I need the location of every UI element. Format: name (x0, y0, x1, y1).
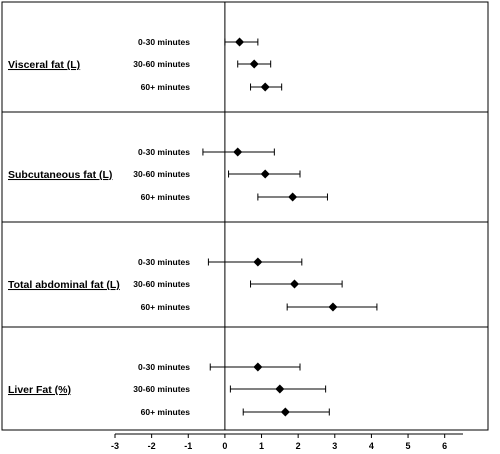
row-label: 30-60 minutes (133, 279, 190, 289)
x-tick-label: 2 (296, 441, 301, 451)
group-label: Visceral fat (L) (8, 59, 80, 71)
point-estimate-marker (288, 192, 298, 202)
point-estimate-marker (260, 82, 270, 92)
group-panel (1, 1, 489, 113)
point-estimate-marker (275, 384, 285, 394)
x-tick-label: 0 (222, 441, 227, 451)
point-estimate-marker (249, 59, 259, 69)
x-tick-label: 4 (369, 441, 374, 451)
group-panel (1, 221, 489, 328)
row-label: 60+ minutes (141, 302, 191, 312)
group-label: Liver Fat (%) (8, 384, 71, 396)
row-label: 0-30 minutes (138, 37, 190, 47)
point-estimate-marker (328, 302, 338, 312)
row-label: 60+ minutes (141, 82, 191, 92)
point-estimate-marker (289, 279, 299, 289)
point-estimate-marker (233, 147, 243, 157)
x-tick-label: -3 (111, 441, 119, 451)
x-tick-label: 1 (259, 441, 264, 451)
group-panel (1, 111, 489, 223)
x-tick-label: -2 (148, 441, 156, 451)
x-tick-label: -1 (184, 441, 192, 451)
group-label: Subcutaneous fat (L) (8, 169, 112, 181)
group-panel (1, 326, 489, 431)
row-label: 0-30 minutes (138, 362, 190, 372)
x-tick-label: 3 (332, 441, 337, 451)
point-estimate-marker (280, 407, 290, 417)
row-label: 30-60 minutes (133, 384, 190, 394)
point-estimate-marker (253, 362, 263, 372)
point-estimate-marker (235, 37, 245, 47)
panels (1, 1, 489, 431)
row-label: 30-60 minutes (133, 59, 190, 69)
row-label: 60+ minutes (141, 407, 191, 417)
labels: Visceral fat (L) 0-30 minutes 30-60 minute… (8, 37, 190, 417)
group-label: Total abdominal fat (L) (8, 279, 120, 291)
marks (202, 2, 378, 430)
row-label: 0-30 minutes (138, 147, 190, 157)
x-axis: -3 -2 -1 0 1 2 3 4 5 6 (111, 433, 463, 451)
row-label: 0-30 minutes (138, 257, 190, 267)
row-label: 30-60 minutes (133, 169, 190, 179)
point-estimate-marker (260, 169, 270, 179)
x-tick-label: 6 (442, 441, 447, 451)
point-estimate-marker (253, 257, 263, 267)
row-label: 60+ minutes (141, 192, 191, 202)
x-tick-label: 5 (406, 441, 411, 451)
